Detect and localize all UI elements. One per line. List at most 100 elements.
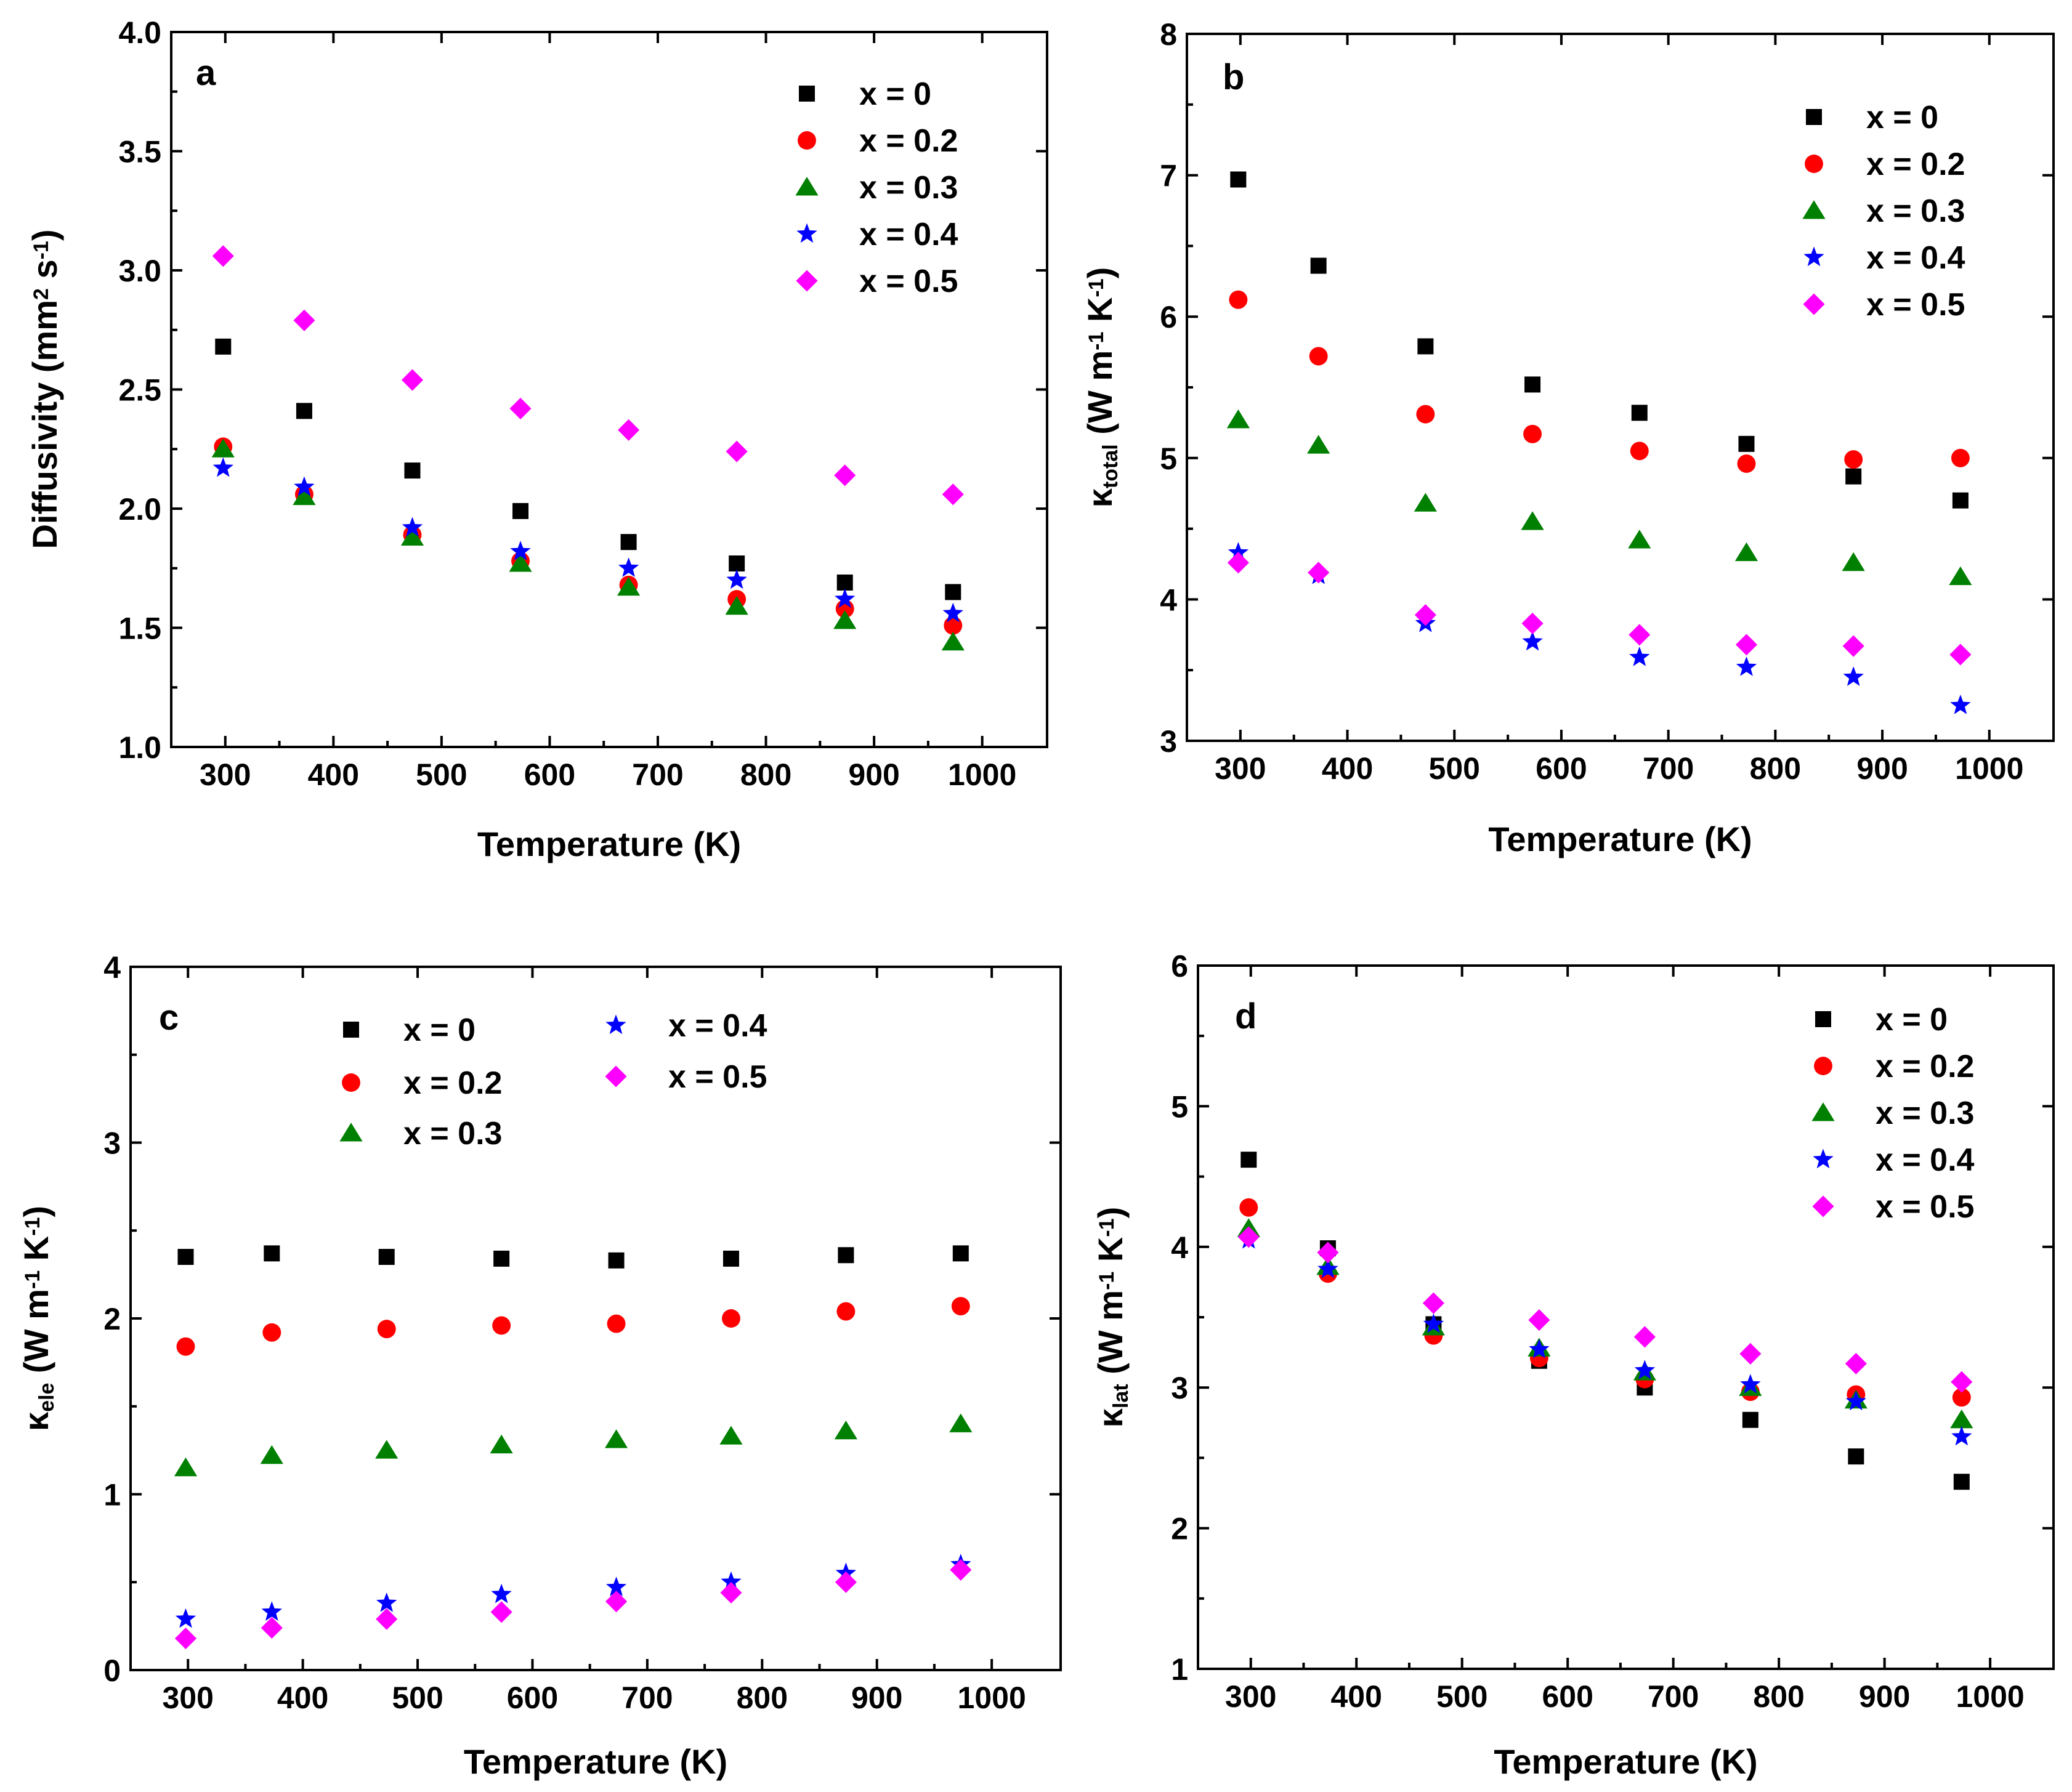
x-tick-label: 800 (740, 757, 791, 792)
legend-marker (799, 86, 815, 102)
y-axis-title: κlat (W m⁻¹ K⁻¹)κlat (W m-1 K-1) (1091, 1207, 1133, 1427)
data-point (176, 1337, 195, 1356)
x-tick-label: 700 (1648, 1679, 1699, 1714)
data-point (1950, 1409, 1973, 1429)
plot-frame (1186, 33, 2055, 742)
series-x-0-3 (174, 1413, 973, 1477)
legend-label: x = 0 (1866, 100, 1938, 135)
data-point (1742, 1411, 1758, 1428)
legend-label: x = 0.2 (1866, 147, 1965, 182)
data-point (834, 464, 856, 486)
y-tick-label: 1 (103, 1478, 121, 1512)
x-axis-title: Temperature (K) (464, 1742, 727, 1781)
y-axis-title: κtotal (W m⁻¹ K⁻¹)κtotal (W m-1 K-1) (1080, 267, 1122, 508)
data-point (726, 569, 747, 589)
x-tick-label: 600 (507, 1681, 558, 1715)
data-point (1522, 631, 1543, 651)
series-x-0-3 (211, 438, 965, 651)
data-point (512, 502, 529, 519)
y-tick-label: 3 (1171, 1371, 1188, 1405)
data-point (1739, 1342, 1762, 1365)
legend-label: x = 0.4 (1876, 1142, 1975, 1178)
data-point (618, 419, 640, 441)
legend-marker (1803, 293, 1825, 315)
data-point (729, 555, 745, 572)
x-tick-label: 400 (1322, 751, 1373, 786)
legend-marker (1812, 1195, 1834, 1217)
data-point (725, 595, 748, 615)
data-point (835, 1571, 857, 1593)
legend-marker (1806, 109, 1822, 125)
data-point (1951, 448, 1970, 467)
x-tick-label: 400 (277, 1681, 328, 1715)
data-point (1629, 624, 1651, 646)
data-point (261, 1601, 282, 1621)
panel-d: 300 400 500 600 700 800 900 1000 1 2 3 4 5 6 d Temperat… (1091, 949, 2055, 1781)
data-point (605, 1591, 628, 1613)
series-x-0-4 (175, 1554, 971, 1628)
data-point (212, 457, 233, 477)
data-point (510, 541, 531, 560)
legend-marker (1814, 1057, 1832, 1075)
legend-marker (343, 1022, 359, 1038)
data-point (1414, 493, 1437, 512)
x-tick-label: 700 (1643, 751, 1694, 786)
series-x-0-2 (176, 1297, 970, 1356)
data-point (722, 1250, 739, 1267)
x-tick-label: 300 (1225, 1679, 1276, 1714)
legend-label: x = 0.5 (668, 1059, 767, 1095)
y-tick-label: 4 (103, 950, 121, 985)
data-point (1843, 666, 1864, 686)
legend-marker (1805, 155, 1823, 173)
series-x-0-5 (1227, 552, 1972, 666)
data-point (404, 462, 421, 479)
data-point (605, 1576, 627, 1596)
series-x-0-5 (212, 245, 964, 506)
data-point (1737, 454, 1756, 473)
data-point (721, 1571, 742, 1591)
data-point (1229, 290, 1248, 309)
legend-label: x = 0.2 (859, 123, 958, 159)
y-tick-label: 3.0 (118, 254, 161, 288)
data-point (1237, 1226, 1260, 1248)
x-tick-label: 400 (1331, 1679, 1382, 1714)
data-point (376, 1608, 398, 1630)
data-point (509, 397, 532, 420)
legend-label: x = 0.5 (1876, 1189, 1974, 1225)
series-x-0-4 (212, 457, 963, 623)
series-x-0-5 (174, 1559, 972, 1650)
data-point (1844, 450, 1863, 469)
series-x-0 (1240, 1152, 1970, 1490)
data-point (493, 1250, 510, 1267)
x-tick-label: 800 (737, 1681, 788, 1715)
data-point (617, 576, 641, 596)
panel-letter: d (1235, 996, 1257, 1036)
legend-marker (1803, 246, 1824, 267)
legend-marker (1802, 200, 1826, 219)
data-point (945, 584, 961, 600)
x-axis-title: Temperature (K) (1488, 820, 1752, 858)
legend-marker (1811, 1102, 1835, 1121)
data-point (174, 1457, 198, 1477)
data-point (836, 1302, 856, 1321)
data-point (375, 1440, 399, 1459)
data-point (942, 483, 964, 506)
data-point (1949, 644, 1972, 666)
data-point (1310, 257, 1327, 274)
y-tick-label: 3.5 (118, 135, 161, 169)
x-axis-title: Temperature (K) (477, 825, 741, 863)
series-x-0-5 (1237, 1226, 1973, 1393)
data-point (1951, 1371, 1973, 1393)
data-point (1521, 511, 1544, 530)
data-point (1417, 338, 1434, 355)
data-point (1529, 1339, 1550, 1358)
data-point (1629, 647, 1650, 666)
y-axis-title: Diffusivity (mm² s⁻¹)Diffusivity (mm2 s-… (25, 229, 64, 549)
data-point (1317, 1241, 1339, 1264)
legend-marker (605, 1014, 626, 1035)
data-point (294, 476, 315, 496)
data-point (1524, 376, 1541, 393)
panel-a: 300 400 500 600 700 800 900 1000 1.0 1.5 2.0 2.5 3.0… (25, 15, 1048, 863)
data-point (491, 1583, 512, 1604)
